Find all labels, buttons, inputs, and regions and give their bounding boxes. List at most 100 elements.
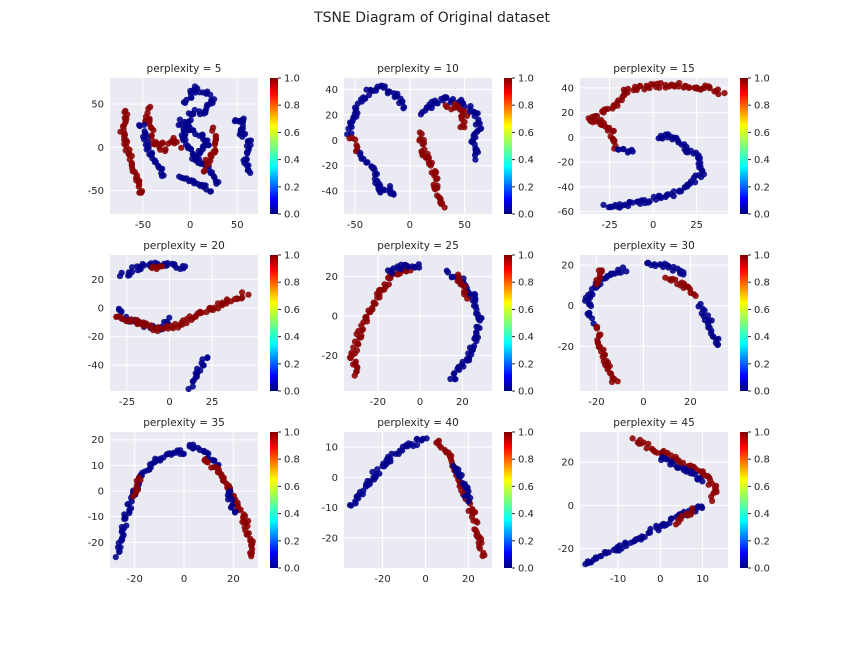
colorbar-tick-label: 0.6 [284, 128, 300, 139]
data-point [117, 128, 124, 135]
data-point [182, 136, 189, 143]
x-tick-label: -25 [601, 220, 617, 231]
data-point [147, 322, 154, 329]
data-point [441, 204, 448, 211]
x-tick-label: 25 [206, 397, 219, 408]
data-point [674, 464, 681, 471]
y-tick-label: -20 [322, 351, 338, 362]
y-tick-label: -60 [558, 207, 574, 218]
data-point [212, 146, 219, 154]
x-tick-label: 0 [650, 220, 656, 231]
y-tick-label: 20 [561, 458, 574, 469]
data-point [390, 191, 397, 198]
colorbar [740, 255, 748, 391]
data-point [352, 358, 359, 365]
data-point [431, 186, 439, 193]
x-tick-label: 20 [227, 574, 240, 585]
data-point [358, 332, 365, 339]
colorbar-tick-label: 0.8 [284, 101, 300, 112]
data-point [586, 309, 593, 316]
data-point [593, 325, 601, 332]
y-tick-label: 10 [325, 443, 338, 454]
subplot-title: perplexity = 45 [613, 417, 695, 429]
data-point [135, 474, 142, 481]
data-point [696, 155, 704, 162]
colorbar-tick-label: 1.0 [284, 428, 300, 439]
colorbar-tick-label: 0.2 [284, 359, 300, 370]
x-tick-label: 0 [187, 220, 193, 231]
data-point [643, 445, 650, 452]
data-point [709, 497, 716, 505]
data-point [465, 498, 472, 505]
x-tick-label: 50 [458, 220, 471, 231]
data-point [141, 121, 148, 128]
data-point [233, 295, 240, 302]
data-point [474, 519, 481, 526]
data-point [419, 141, 426, 148]
data-point [199, 131, 206, 138]
data-point [721, 90, 728, 97]
y-tick-label: 10 [91, 461, 104, 472]
colorbar-tick-label: 0.6 [754, 482, 770, 493]
data-point [231, 509, 239, 516]
data-point [229, 496, 236, 503]
colorbar-tick-label: 0.6 [754, 128, 770, 139]
data-point [676, 187, 683, 194]
x-tick-label: 0 [181, 574, 187, 585]
data-point [427, 162, 434, 169]
y-tick-label: 0 [332, 312, 338, 323]
colorbar-tick-label: 1.0 [518, 428, 534, 439]
data-point [150, 127, 157, 134]
colorbar-tick-label: 1.0 [284, 74, 300, 85]
data-point [400, 104, 408, 111]
colorbar-tick-label: 0.8 [754, 101, 770, 112]
colorbar-tick-label: 0.8 [284, 278, 300, 289]
data-point [706, 85, 713, 92]
data-point [244, 531, 251, 538]
y-tick-label: -40 [558, 182, 574, 193]
data-point [698, 174, 705, 181]
data-point [595, 267, 603, 274]
data-point [121, 511, 128, 518]
data-point [228, 503, 235, 510]
data-point [352, 136, 359, 143]
data-point [194, 365, 201, 372]
x-tick-label: -10 [610, 574, 626, 585]
data-point [352, 500, 359, 507]
colorbar-tick-label: 1.0 [284, 251, 300, 262]
y-tick-label: 0 [568, 301, 574, 312]
data-point [460, 283, 467, 290]
data-point [196, 111, 204, 118]
colorbar-tick-label: 0.4 [754, 332, 770, 343]
data-point [385, 281, 392, 288]
colorbar-tick-label: 0.2 [518, 182, 534, 193]
data-point [672, 521, 680, 528]
data-point [189, 383, 196, 390]
data-point [353, 105, 360, 112]
colorbar-tick-label: 0.8 [754, 278, 770, 289]
colorbar-tick-label: 0.0 [754, 210, 770, 221]
subplot-title: perplexity = 30 [613, 240, 695, 252]
data-point [670, 193, 677, 200]
data-point [461, 108, 468, 115]
data-point [447, 375, 454, 383]
data-point [471, 152, 479, 159]
data-point [118, 269, 125, 276]
x-tick-label: 0 [407, 220, 413, 231]
colorbar-tick-label: 0.4 [754, 509, 770, 520]
data-point [381, 281, 388, 288]
colorbar [504, 78, 512, 214]
data-point [204, 355, 211, 362]
data-point [243, 149, 251, 156]
data-point [449, 96, 457, 103]
data-point [610, 127, 617, 134]
data-point [416, 264, 423, 271]
data-point [196, 150, 203, 157]
x-tick-label: 0 [657, 574, 663, 585]
x-tick-label: 10 [696, 574, 709, 585]
x-tick-label: 20 [684, 397, 697, 408]
figure-title: TSNE Diagram of Original dataset [314, 10, 550, 26]
data-point [629, 148, 636, 155]
y-tick-label: -10 [322, 503, 338, 514]
data-point [376, 286, 383, 293]
